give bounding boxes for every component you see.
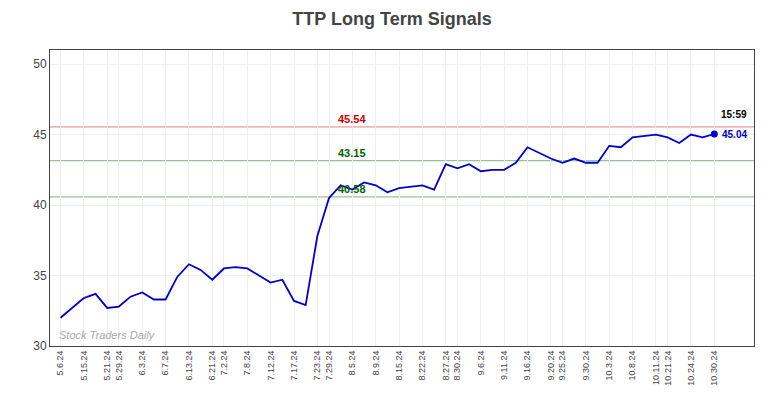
svg-text:9.20.24: 9.20.24 [546, 351, 556, 381]
svg-text:10.8.24: 10.8.24 [628, 351, 638, 381]
svg-text:45.04: 45.04 [722, 129, 747, 140]
svg-text:30: 30 [33, 339, 47, 353]
svg-text:8.30.24: 8.30.24 [452, 351, 462, 381]
svg-text:5.6.24: 5.6.24 [55, 351, 65, 376]
svg-text:45.54: 45.54 [338, 113, 366, 125]
svg-text:7.23.24: 7.23.24 [312, 351, 322, 381]
svg-text:6.21.24: 6.21.24 [207, 351, 217, 381]
svg-text:35: 35 [33, 269, 47, 283]
svg-text:9.6.24: 9.6.24 [476, 351, 486, 376]
svg-text:43.15: 43.15 [338, 147, 366, 159]
svg-text:5.15.24: 5.15.24 [79, 351, 89, 381]
svg-text:40: 40 [33, 198, 47, 212]
svg-text:15:59: 15:59 [721, 109, 747, 120]
svg-text:6.3.24: 6.3.24 [137, 351, 147, 376]
svg-text:8.5.24: 8.5.24 [347, 351, 357, 376]
svg-text:8.22.24: 8.22.24 [417, 351, 427, 381]
svg-text:7.12.24: 7.12.24 [266, 351, 276, 381]
svg-text:8.15.24: 8.15.24 [394, 351, 404, 381]
svg-text:10.21.24: 10.21.24 [663, 351, 673, 386]
svg-text:5.29.24: 5.29.24 [114, 351, 124, 381]
svg-text:9.30.24: 9.30.24 [581, 351, 591, 381]
svg-text:40.58: 40.58 [338, 183, 366, 195]
svg-text:9.11.24: 9.11.24 [499, 351, 509, 380]
svg-text:6.7.24: 6.7.24 [161, 351, 171, 376]
svg-text:45: 45 [33, 128, 47, 142]
svg-text:10.3.24: 10.3.24 [604, 351, 614, 381]
svg-text:5.21.24: 5.21.24 [102, 351, 112, 381]
svg-text:8.27.24: 8.27.24 [441, 351, 451, 381]
svg-text:10.30.24: 10.30.24 [709, 351, 719, 386]
svg-text:7.8.24: 7.8.24 [242, 351, 252, 376]
svg-text:8.9.24: 8.9.24 [371, 351, 381, 376]
svg-text:7.2.24: 7.2.24 [219, 351, 229, 376]
svg-text:6.13.24: 6.13.24 [184, 351, 194, 381]
svg-text:TTP Long Term Signals: TTP Long Term Signals [292, 9, 491, 29]
svg-text:9.16.24: 9.16.24 [522, 351, 532, 381]
svg-text:9.25.24: 9.25.24 [557, 351, 567, 381]
svg-text:Stock Traders Daily: Stock Traders Daily [59, 329, 156, 341]
svg-text:50: 50 [33, 57, 47, 71]
svg-text:7.17.24: 7.17.24 [289, 351, 299, 381]
svg-text:10.24.24: 10.24.24 [686, 351, 696, 386]
svg-text:10.11.24: 10.11.24 [651, 351, 661, 385]
svg-text:7.29.24: 7.29.24 [324, 351, 334, 381]
